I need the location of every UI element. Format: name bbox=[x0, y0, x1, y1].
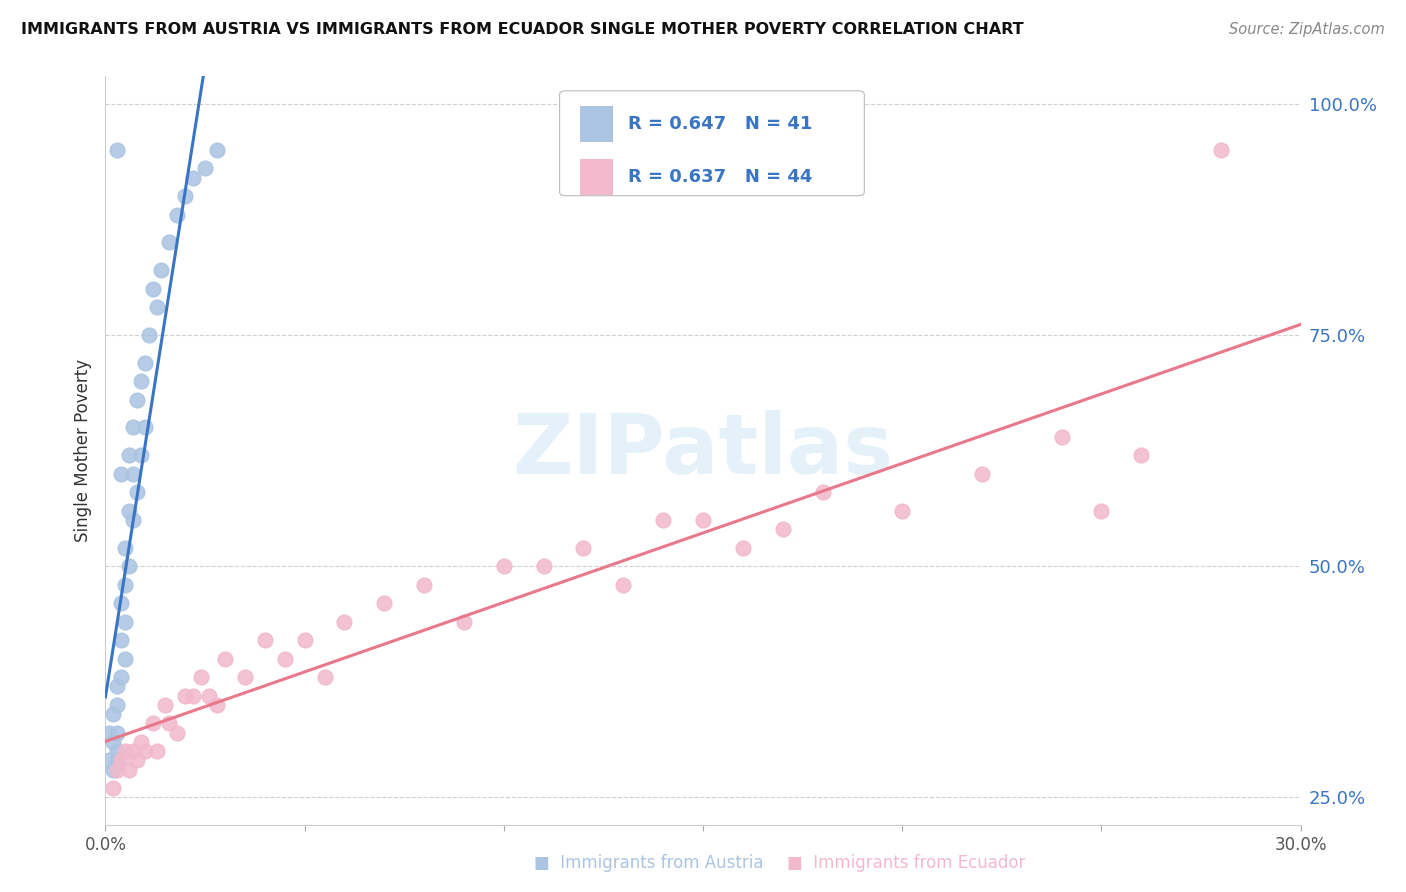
Point bbox=[114, 744, 136, 758]
Point bbox=[107, 725, 129, 739]
Point bbox=[118, 448, 141, 462]
Point bbox=[333, 615, 356, 629]
Point bbox=[253, 633, 276, 648]
Point bbox=[453, 615, 475, 629]
Point bbox=[314, 670, 336, 684]
Point bbox=[127, 485, 149, 500]
Bar bbox=[579, 106, 613, 142]
Point bbox=[110, 596, 132, 610]
Point bbox=[118, 763, 141, 777]
Text: IMMIGRANTS FROM AUSTRIA VS IMMIGRANTS FROM ECUADOR SINGLE MOTHER POVERTY CORRELA: IMMIGRANTS FROM AUSTRIA VS IMMIGRANTS FR… bbox=[21, 22, 1024, 37]
Point bbox=[205, 698, 228, 712]
Point bbox=[138, 327, 160, 342]
Point bbox=[612, 577, 634, 591]
Point bbox=[129, 374, 153, 388]
Point bbox=[1090, 503, 1112, 517]
Point bbox=[572, 541, 595, 555]
Point bbox=[122, 467, 145, 481]
Point bbox=[122, 513, 145, 527]
Point bbox=[110, 753, 132, 767]
Point bbox=[1209, 143, 1232, 157]
Point bbox=[107, 143, 129, 157]
Point bbox=[127, 753, 149, 767]
Text: Source: ZipAtlas.com: Source: ZipAtlas.com bbox=[1229, 22, 1385, 37]
Point bbox=[103, 763, 125, 777]
Point bbox=[103, 781, 125, 796]
Point bbox=[174, 189, 197, 203]
Point bbox=[110, 467, 132, 481]
Point bbox=[98, 753, 121, 767]
Point bbox=[142, 716, 165, 731]
Point bbox=[150, 263, 173, 277]
Text: R = 0.647   N = 41: R = 0.647 N = 41 bbox=[627, 115, 813, 133]
Point bbox=[1130, 448, 1153, 462]
Point bbox=[127, 392, 149, 407]
Bar bbox=[579, 159, 613, 194]
Point bbox=[114, 651, 136, 665]
Point bbox=[107, 763, 129, 777]
Text: ■  Immigrants from Austria: ■ Immigrants from Austria bbox=[534, 855, 763, 872]
Point bbox=[692, 513, 714, 527]
FancyBboxPatch shape bbox=[560, 91, 865, 195]
Point bbox=[134, 420, 156, 434]
Point bbox=[107, 753, 129, 767]
Point bbox=[198, 689, 221, 703]
Point bbox=[970, 467, 993, 481]
Point bbox=[273, 651, 295, 665]
Point bbox=[134, 744, 156, 758]
Point bbox=[181, 170, 204, 185]
Point bbox=[146, 300, 169, 314]
Point bbox=[413, 577, 436, 591]
Point bbox=[122, 420, 145, 434]
Point bbox=[129, 735, 153, 749]
Point bbox=[114, 615, 136, 629]
Point bbox=[114, 541, 136, 555]
Y-axis label: Single Mother Poverty: Single Mother Poverty bbox=[75, 359, 93, 542]
Point bbox=[107, 679, 129, 693]
Point bbox=[233, 670, 256, 684]
Text: ZIPatlas: ZIPatlas bbox=[513, 410, 893, 491]
Point bbox=[190, 670, 212, 684]
Text: R = 0.637   N = 44: R = 0.637 N = 44 bbox=[627, 168, 813, 186]
Point bbox=[153, 698, 177, 712]
Point bbox=[107, 744, 129, 758]
Point bbox=[103, 735, 125, 749]
Point bbox=[891, 503, 914, 517]
Point bbox=[157, 235, 180, 250]
Point bbox=[373, 596, 395, 610]
Point bbox=[122, 744, 145, 758]
Point bbox=[772, 522, 794, 536]
Point bbox=[652, 513, 675, 527]
Text: ■  Immigrants from Ecuador: ■ Immigrants from Ecuador bbox=[787, 855, 1026, 872]
Point bbox=[166, 208, 188, 222]
Point bbox=[1050, 429, 1073, 443]
Point bbox=[157, 716, 180, 731]
Point bbox=[134, 355, 156, 369]
Point bbox=[811, 485, 834, 500]
Point bbox=[129, 448, 153, 462]
Point bbox=[194, 161, 217, 176]
Point bbox=[118, 503, 141, 517]
Point bbox=[142, 282, 165, 296]
Point bbox=[98, 725, 121, 739]
Point bbox=[205, 143, 228, 157]
Point bbox=[181, 689, 204, 703]
Point bbox=[492, 559, 515, 574]
Point bbox=[174, 689, 197, 703]
Point bbox=[731, 541, 754, 555]
Point bbox=[107, 698, 129, 712]
Point bbox=[294, 633, 316, 648]
Point bbox=[214, 651, 236, 665]
Point bbox=[103, 707, 125, 722]
Point bbox=[114, 577, 136, 591]
Point bbox=[110, 633, 132, 648]
Point bbox=[166, 725, 188, 739]
Point bbox=[118, 559, 141, 574]
Point bbox=[110, 670, 132, 684]
Point bbox=[146, 744, 169, 758]
Point bbox=[533, 559, 555, 574]
